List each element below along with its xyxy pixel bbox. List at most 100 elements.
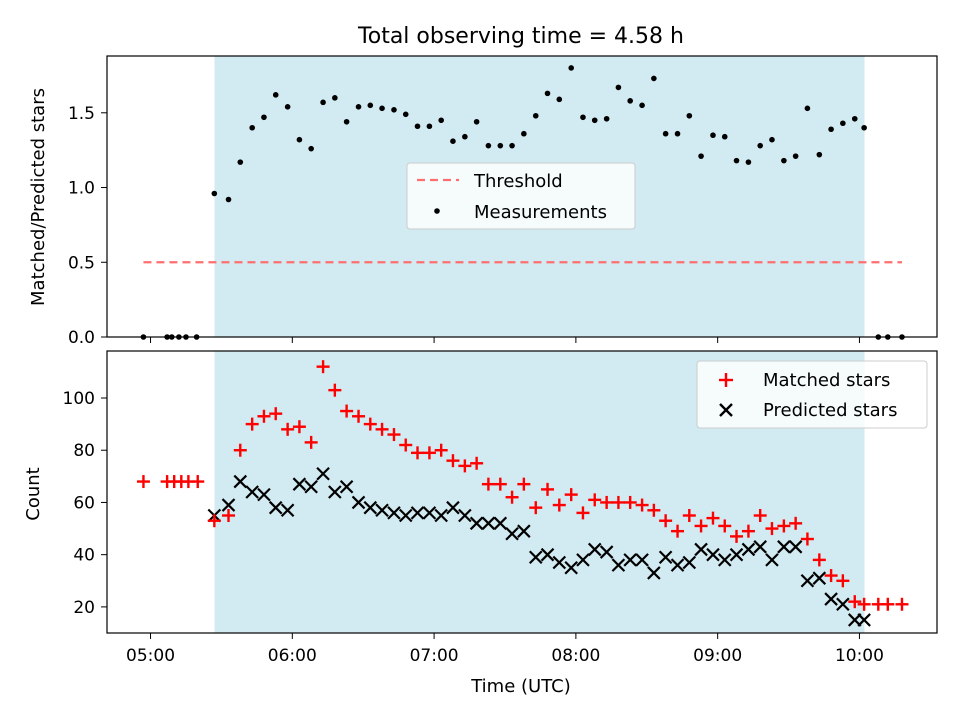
matched-point (399, 438, 413, 452)
measurement-point (603, 115, 610, 122)
measurement-point (686, 112, 693, 119)
measurement-point (851, 115, 858, 122)
bottom-y-tick-label: 40 (73, 546, 95, 566)
predicted-point (505, 526, 519, 541)
measurement-point (261, 114, 267, 121)
predicted-point (857, 613, 871, 627)
measurement-point (426, 123, 433, 130)
predicted-point (717, 553, 732, 567)
matched-point (517, 477, 531, 491)
measurement-point (757, 142, 763, 149)
matched-point (857, 597, 871, 611)
measurement-point (861, 124, 867, 131)
predicted-point (812, 571, 827, 585)
predicted-point (517, 524, 531, 538)
measurement-point (568, 65, 574, 71)
matched-point (836, 574, 850, 588)
matched-point (812, 553, 826, 567)
matched-point (623, 495, 637, 509)
matched-point (136, 475, 150, 489)
predicted-point (729, 547, 744, 562)
matched-point (352, 409, 366, 423)
matched-point (446, 454, 460, 468)
predicted-point (765, 553, 779, 567)
predicted-point (552, 555, 567, 570)
top-y-axis-label: Matched/Predicted stars (28, 88, 49, 306)
predicted-point (469, 516, 484, 531)
predicted-point (245, 485, 259, 499)
legend-measurements-swatch (434, 208, 440, 214)
matched-point (800, 532, 814, 546)
matched-point (753, 509, 767, 522)
predicted-point (280, 503, 295, 518)
measurement-point (698, 153, 704, 159)
measurement-point (211, 190, 218, 197)
top-y-tick-label: 1.0 (68, 179, 95, 199)
measurement-point (544, 90, 551, 97)
x-tick-label: 08:00 (551, 646, 600, 666)
predicted-point (481, 516, 496, 531)
matched-point (493, 477, 507, 491)
predicted-point (706, 547, 720, 562)
predicted-point (682, 555, 697, 570)
measurement-point (272, 92, 279, 98)
measurement-point (721, 133, 728, 140)
top-y-ticks: 0.0 0.5 1.0 1.5 (68, 104, 107, 348)
matched-point (600, 495, 614, 509)
measurement-point (343, 118, 350, 125)
x-tick-label: 06:00 (268, 646, 317, 666)
legend-threshold-label: Threshold (473, 171, 563, 192)
predicted-point (398, 508, 413, 523)
measurement-point (651, 75, 657, 82)
measurement-point (249, 124, 255, 131)
matched-point (881, 597, 895, 611)
bottom-axes-frame (106, 350, 938, 634)
predicted-point (339, 479, 354, 494)
measurement-point (792, 153, 799, 159)
predicted-point (611, 558, 626, 572)
measurement-point (296, 136, 303, 143)
measurement-point (355, 104, 362, 110)
measurement-point (591, 117, 598, 124)
legend-predicted-label: Predicted stars (763, 400, 897, 421)
predicted-point (493, 516, 508, 531)
predicted-point (316, 466, 330, 481)
bottom-y-tick-label: 80 (73, 441, 95, 461)
matched-point (741, 524, 755, 538)
matched-point (848, 595, 862, 609)
measurement-point (414, 123, 421, 130)
top-measurement-layer (140, 65, 905, 340)
bottom-y-tick-label: 100 (63, 389, 95, 409)
matched-point (363, 417, 377, 431)
predicted-point (292, 477, 307, 491)
predicted-point (777, 540, 791, 554)
predicted-point (410, 506, 425, 520)
predicted-point (363, 500, 378, 515)
measurement-point (367, 102, 374, 109)
predicted-point (257, 487, 271, 502)
measurement-point (308, 145, 314, 152)
predicted-point (540, 547, 555, 562)
measurement-point (733, 157, 740, 164)
measurement-point (804, 105, 811, 112)
matched-point (422, 446, 436, 460)
measurement-point (662, 130, 669, 137)
predicted-point (528, 550, 543, 565)
bottom-y-axis-label: Count (23, 467, 44, 520)
matched-point (718, 519, 732, 533)
measurement-point (674, 130, 681, 137)
matched-point (541, 482, 555, 496)
predicted-point (434, 508, 448, 523)
predicted-point (623, 553, 637, 567)
legend-matched-swatch (719, 373, 733, 387)
matched-point (671, 524, 685, 538)
matched-point (257, 409, 271, 423)
matched-point (730, 529, 744, 543)
predicted-point (328, 485, 342, 499)
measurement-point (580, 114, 586, 121)
matched-point (328, 383, 342, 397)
matched-point (647, 503, 661, 517)
matched-point (387, 428, 401, 442)
predicted-point (304, 479, 318, 494)
x-tick-label: 05:00 (126, 646, 175, 666)
